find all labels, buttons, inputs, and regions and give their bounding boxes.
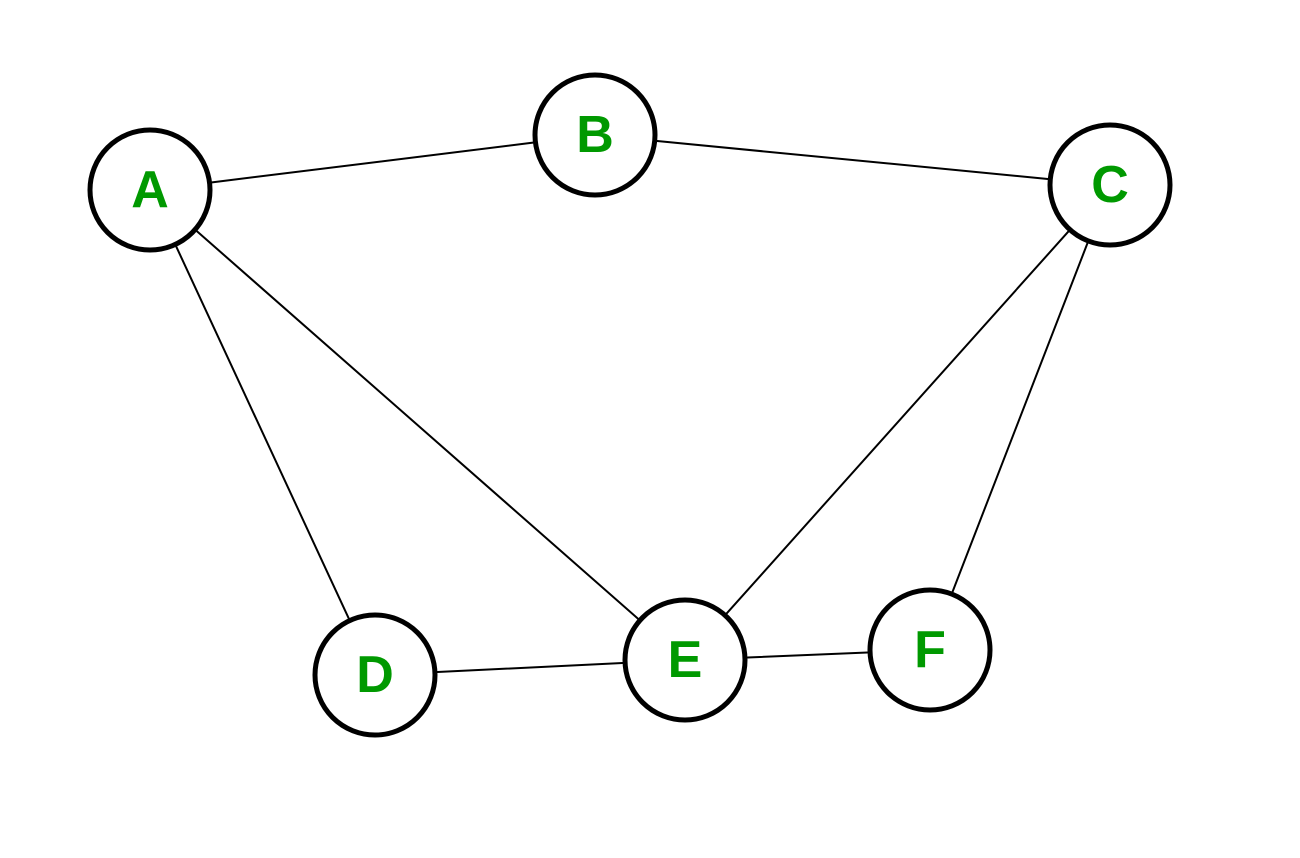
edge-A-B <box>212 143 533 183</box>
node-B-label: B <box>576 106 614 164</box>
node-F-label: F <box>914 621 946 679</box>
node-E-label: E <box>668 631 703 689</box>
node-A-label: A <box>131 161 169 219</box>
edge-B-C <box>657 141 1048 179</box>
node-E: E <box>625 600 745 720</box>
node-F: F <box>870 590 990 710</box>
edge-E-F <box>747 653 867 658</box>
edge-D-E <box>437 663 622 672</box>
node-B: B <box>535 75 655 195</box>
edge-C-F <box>953 243 1088 591</box>
node-D-label: D <box>356 646 394 704</box>
node-C-label: C <box>1091 156 1129 214</box>
node-D: D <box>315 615 435 735</box>
graph-canvas: A B C D E F <box>0 0 1300 858</box>
node-A: A <box>90 130 210 250</box>
edge-A-D <box>176 247 348 619</box>
edge-A-E <box>197 231 638 619</box>
nodes-layer: A B C D E F <box>90 75 1170 735</box>
node-C: C <box>1050 125 1170 245</box>
